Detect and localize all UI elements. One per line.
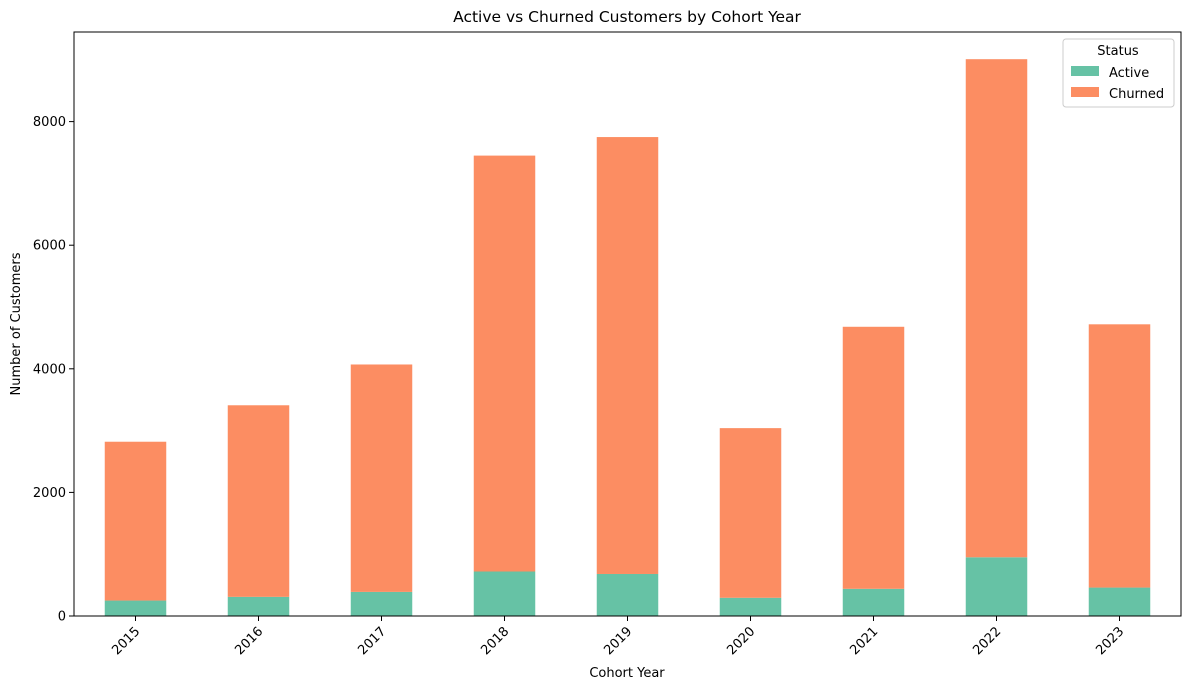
bar-churned-2017 (350, 364, 413, 592)
bar-active-2020 (719, 597, 782, 616)
bar-active-2017 (350, 591, 413, 616)
bar-churned-2015 (104, 441, 167, 601)
bar-active-2019 (596, 573, 659, 616)
bar-churned-2023 (1088, 324, 1151, 588)
chart-title: Active vs Churned Customers by Cohort Ye… (453, 8, 801, 26)
legend-swatch-churned (1071, 87, 1099, 97)
y-tick-label: 0 (58, 610, 66, 625)
bar-churned-2018 (473, 155, 536, 572)
legend-swatch-active (1071, 66, 1099, 76)
bar-churned-2022 (965, 59, 1028, 558)
y-axis: 0 2000 4000 6000 8000 (33, 115, 74, 625)
y-tick-label: 8000 (33, 115, 66, 130)
bar-churned-2021 (842, 326, 905, 589)
legend-title: Status (1097, 44, 1139, 59)
plot-area-frame (73, 31, 1182, 617)
bar-churned-2020 (719, 428, 782, 598)
y-tick-label: 6000 (33, 239, 66, 254)
bar-churned-2016 (227, 405, 290, 597)
bar-active-2018 (473, 571, 536, 616)
bar-active-2023 (1088, 587, 1151, 616)
y-tick-label: 2000 (33, 486, 66, 501)
bar-active-2015 (104, 600, 167, 616)
bar-active-2021 (842, 588, 905, 616)
y-axis-label: Number of Customers (9, 252, 24, 395)
bars-layer (104, 59, 1151, 616)
y-tick-label: 4000 (33, 362, 66, 377)
bar-active-2022 (965, 557, 1028, 616)
legend-label-active: Active (1109, 66, 1149, 81)
bar-churned-2019 (596, 137, 659, 574)
x-axis-label: Cohort Year (589, 666, 665, 681)
legend: Status Active Churned (1062, 38, 1175, 108)
legend-label-churned: Churned (1109, 87, 1164, 102)
bar-active-2016 (227, 596, 290, 616)
